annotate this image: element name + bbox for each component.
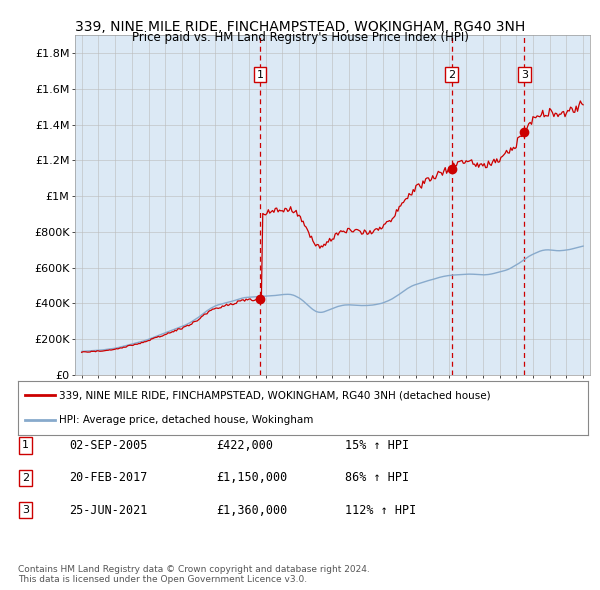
Text: £422,000: £422,000 xyxy=(216,439,273,452)
Text: 112% ↑ HPI: 112% ↑ HPI xyxy=(345,504,416,517)
Text: 02-SEP-2005: 02-SEP-2005 xyxy=(69,439,148,452)
Text: 2: 2 xyxy=(448,70,455,80)
Text: Contains HM Land Registry data © Crown copyright and database right 2024.: Contains HM Land Registry data © Crown c… xyxy=(18,565,370,575)
Text: £1,150,000: £1,150,000 xyxy=(216,471,287,484)
Text: 15% ↑ HPI: 15% ↑ HPI xyxy=(345,439,409,452)
Text: £1,360,000: £1,360,000 xyxy=(216,504,287,517)
Text: 339, NINE MILE RIDE, FINCHAMPSTEAD, WOKINGHAM, RG40 3NH: 339, NINE MILE RIDE, FINCHAMPSTEAD, WOKI… xyxy=(75,20,525,34)
Text: HPI: Average price, detached house, Wokingham: HPI: Average price, detached house, Woki… xyxy=(59,415,313,425)
Text: 2: 2 xyxy=(22,473,29,483)
Text: 86% ↑ HPI: 86% ↑ HPI xyxy=(345,471,409,484)
Text: 1: 1 xyxy=(257,70,263,80)
Text: 1: 1 xyxy=(22,441,29,450)
Text: 339, NINE MILE RIDE, FINCHAMPSTEAD, WOKINGHAM, RG40 3NH (detached house): 339, NINE MILE RIDE, FINCHAMPSTEAD, WOKI… xyxy=(59,390,491,400)
Text: 3: 3 xyxy=(22,506,29,515)
Text: 20-FEB-2017: 20-FEB-2017 xyxy=(69,471,148,484)
Text: 25-JUN-2021: 25-JUN-2021 xyxy=(69,504,148,517)
Text: Price paid vs. HM Land Registry's House Price Index (HPI): Price paid vs. HM Land Registry's House … xyxy=(131,31,469,44)
Text: 3: 3 xyxy=(521,70,528,80)
Text: This data is licensed under the Open Government Licence v3.0.: This data is licensed under the Open Gov… xyxy=(18,575,307,584)
